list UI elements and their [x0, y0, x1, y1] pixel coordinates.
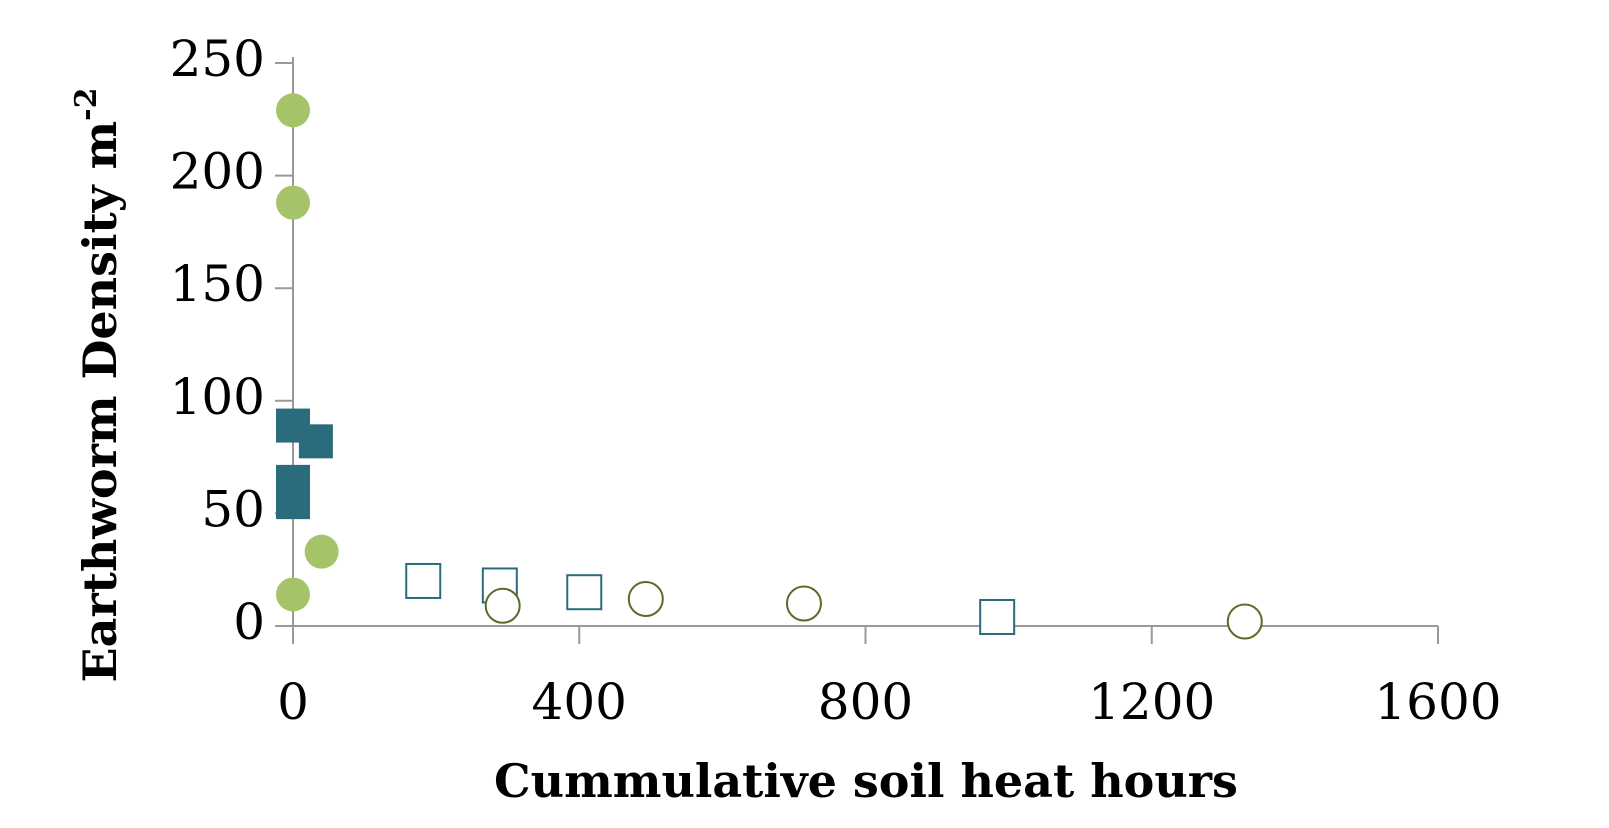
- point: [979, 598, 1016, 635]
- y-tick-label: 0: [233, 593, 265, 651]
- point: [405, 562, 442, 599]
- y-axis-title-superscript: -2: [69, 88, 104, 121]
- point: [785, 585, 822, 622]
- point: [276, 185, 310, 220]
- point: [627, 580, 664, 617]
- x-tick-label: 400: [532, 673, 627, 731]
- y-axis-title-text: Earthworm Density m: [73, 121, 127, 683]
- point: [566, 574, 603, 611]
- y-axis-title: Earthworm Density m-2: [69, 88, 127, 683]
- y-tick-label: 150: [170, 255, 265, 313]
- x-tick-label: 0: [277, 673, 309, 731]
- y-tick-label: 200: [170, 143, 265, 201]
- y-tick-label: 250: [170, 30, 265, 88]
- x-axis-title: Cummulative soil heat hours: [494, 754, 1238, 808]
- x-tick-label: 800: [818, 673, 913, 731]
- point: [1226, 603, 1263, 640]
- x-tick-label: 1200: [1088, 673, 1215, 731]
- x-tick-label: 1600: [1374, 673, 1501, 731]
- y-tick-label: 50: [201, 480, 265, 538]
- y-tick-label: 100: [170, 368, 265, 426]
- point: [276, 93, 310, 128]
- point: [276, 577, 310, 612]
- point: [298, 424, 333, 459]
- point: [304, 534, 339, 569]
- point: [276, 485, 310, 520]
- point: [484, 587, 521, 624]
